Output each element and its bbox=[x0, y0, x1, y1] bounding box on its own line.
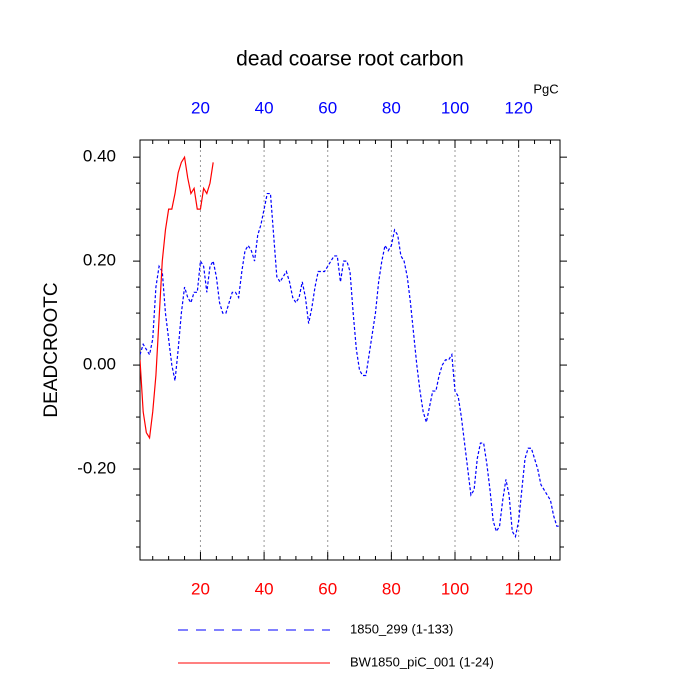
x2-tick-label: 60 bbox=[318, 98, 337, 117]
series-line bbox=[140, 192, 560, 539]
x2-tick-label: 80 bbox=[382, 98, 401, 117]
x2-tick-label: 20 bbox=[191, 98, 210, 117]
x2-axis-label: PgC bbox=[533, 81, 558, 96]
x2-tick-label: 40 bbox=[255, 98, 274, 117]
x2-tick-label: 120 bbox=[504, 98, 532, 117]
y-tick-label: 0.00 bbox=[83, 355, 116, 374]
y-tick-label: -0.20 bbox=[77, 459, 116, 478]
legend-label: 1850_299 (1-133) bbox=[350, 621, 453, 636]
y-tick-label: 0.20 bbox=[83, 251, 116, 270]
x-tick-label: 100 bbox=[441, 579, 469, 598]
series-line bbox=[140, 155, 214, 440]
chart-title: dead coarse root carbon bbox=[236, 48, 464, 71]
x-tick-label: 120 bbox=[504, 579, 532, 598]
x-tick-label: 40 bbox=[255, 579, 274, 598]
x2-tick-label: 100 bbox=[441, 98, 469, 117]
y-tick-label: 0.40 bbox=[83, 147, 116, 166]
x-tick-label: 20 bbox=[191, 579, 210, 598]
x-tick-label: 80 bbox=[382, 579, 401, 598]
plot-frame bbox=[139, 139, 561, 561]
x-tick-label: 60 bbox=[318, 579, 337, 598]
y-axis-label: DEADCROOTC bbox=[41, 282, 62, 417]
legend-label: BW1850_piC_001 (1-24) bbox=[350, 654, 494, 669]
